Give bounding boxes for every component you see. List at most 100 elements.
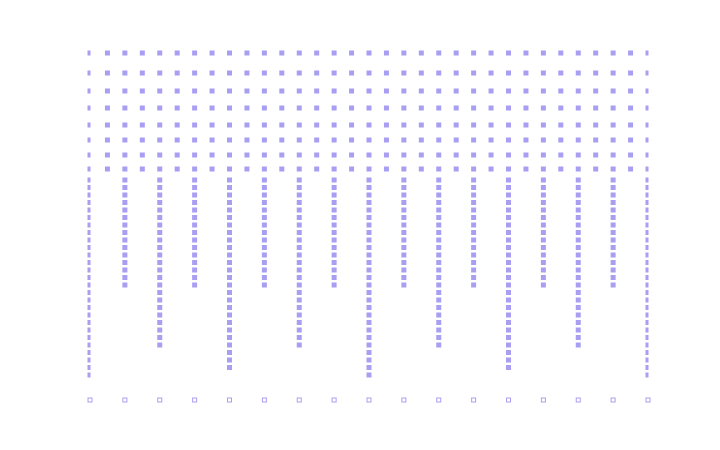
dot [157, 215, 163, 220]
dot [87, 282, 91, 288]
dot [436, 290, 442, 295]
dot [593, 88, 599, 94]
dot [366, 237, 372, 243]
dot [436, 185, 442, 190]
dot [366, 282, 372, 288]
dot [104, 105, 110, 111]
dot [104, 137, 110, 143]
dot [436, 137, 442, 143]
dot [87, 350, 91, 355]
dot [575, 305, 581, 310]
dot [261, 122, 267, 128]
end-dot [122, 397, 128, 403]
dot [157, 312, 163, 318]
dot [453, 50, 459, 56]
dot [575, 230, 581, 235]
dot [610, 185, 616, 190]
dot [244, 152, 250, 158]
dot [436, 192, 442, 198]
dot [157, 50, 163, 56]
dot [331, 200, 337, 205]
dot [261, 237, 267, 243]
dot [540, 70, 546, 76]
dot [628, 88, 634, 94]
dot [645, 70, 649, 76]
dot [366, 222, 372, 228]
end-dot [331, 397, 337, 403]
dot [610, 267, 616, 273]
dot [331, 192, 337, 198]
dot [227, 70, 232, 76]
dot [506, 177, 511, 183]
dot [192, 70, 198, 76]
dot [349, 166, 355, 172]
dot [366, 152, 372, 158]
dot [471, 282, 477, 288]
dot [436, 50, 442, 56]
dot [506, 267, 511, 273]
dot [349, 70, 355, 76]
dot [227, 185, 232, 190]
dot [610, 237, 616, 243]
dot [453, 88, 459, 94]
dot [610, 207, 616, 213]
dot [575, 312, 581, 318]
end-dot [366, 397, 372, 403]
dot [87, 260, 91, 265]
dot [488, 166, 494, 172]
dot [575, 166, 581, 172]
dot [645, 267, 649, 273]
dot [296, 245, 302, 250]
dot [645, 200, 649, 205]
end-dot [645, 397, 651, 403]
dot [157, 70, 163, 76]
dot [331, 50, 337, 56]
dot [157, 290, 163, 295]
dot [139, 166, 145, 172]
dot [506, 215, 511, 220]
end-dot [227, 397, 232, 403]
dot [349, 88, 355, 94]
dot [87, 365, 91, 370]
dot [122, 215, 128, 220]
dot [122, 230, 128, 235]
dot [296, 70, 302, 76]
dot [87, 290, 91, 295]
dot [209, 122, 215, 128]
dot [558, 105, 564, 111]
dot [540, 192, 546, 198]
dot [401, 275, 407, 280]
dot [331, 275, 337, 280]
dot [366, 192, 372, 198]
dot [628, 70, 634, 76]
dot [87, 312, 91, 318]
dot [227, 207, 232, 213]
dot [506, 260, 511, 265]
end-dot [575, 397, 581, 403]
dot [418, 166, 424, 172]
dot [296, 50, 302, 56]
dot [523, 152, 529, 158]
dot [610, 166, 616, 172]
dot [261, 267, 267, 273]
dot [471, 105, 477, 111]
dot [349, 137, 355, 143]
dot [453, 137, 459, 143]
dot [157, 105, 163, 111]
dot [540, 122, 546, 128]
dot [209, 105, 215, 111]
dot [506, 192, 511, 198]
dot [122, 137, 128, 143]
dot [296, 137, 302, 143]
dot [87, 275, 91, 280]
end-dot [87, 397, 93, 403]
dot [157, 275, 163, 280]
end-dot [436, 397, 442, 403]
dot [575, 245, 581, 250]
dot [209, 152, 215, 158]
dot [540, 275, 546, 280]
dot [192, 222, 198, 228]
dot [610, 50, 616, 56]
dot [453, 152, 459, 158]
